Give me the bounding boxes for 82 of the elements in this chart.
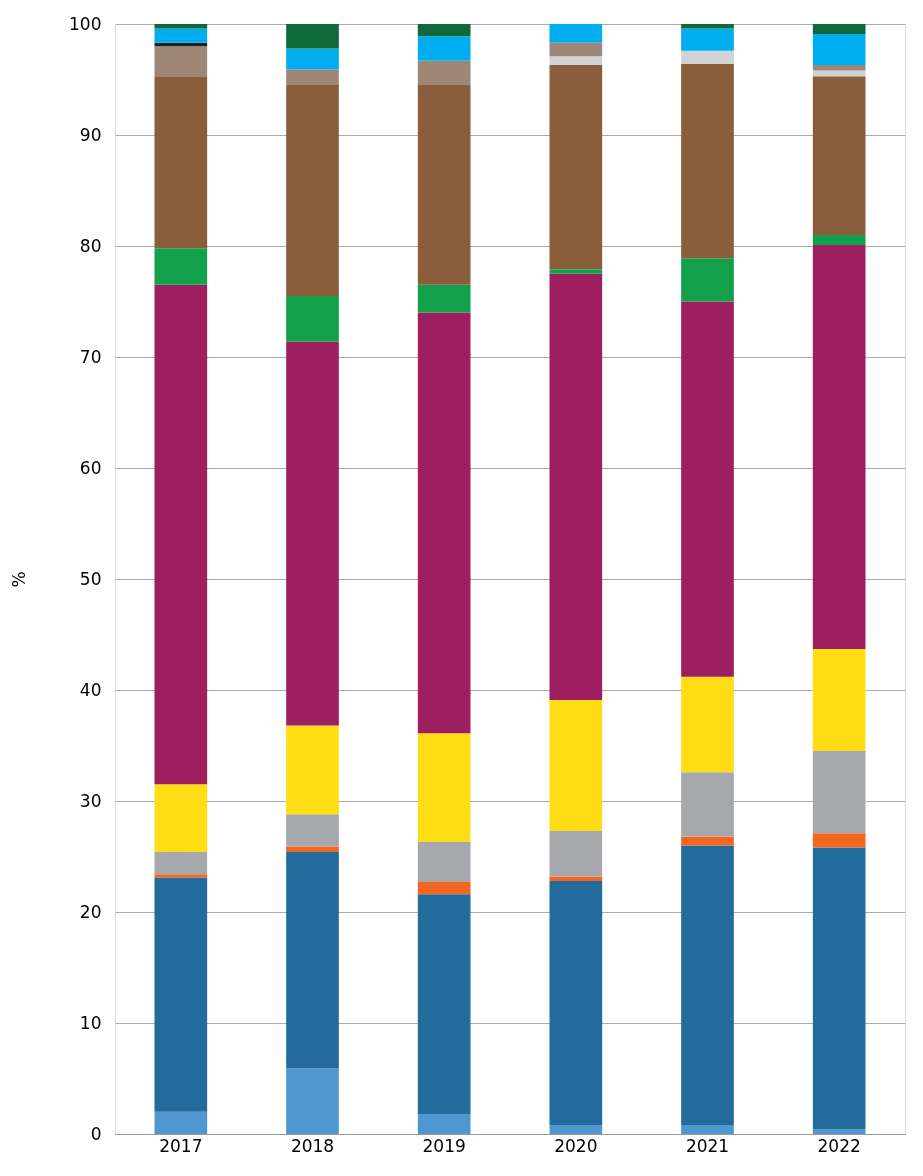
x-tick-label: 2018 bbox=[290, 1135, 335, 1156]
x-tick-label: 2017 bbox=[159, 1135, 203, 1156]
bar bbox=[286, 341, 339, 726]
bar bbox=[154, 248, 208, 285]
bar bbox=[154, 784, 208, 853]
bar bbox=[812, 833, 866, 848]
bar bbox=[286, 295, 339, 342]
bar bbox=[549, 269, 603, 274]
bar bbox=[286, 846, 339, 853]
x-tick-label: 2019 bbox=[422, 1135, 466, 1156]
y-axis-title: % bbox=[9, 571, 30, 588]
bar bbox=[154, 1111, 208, 1134]
bar bbox=[549, 56, 603, 66]
bar bbox=[681, 258, 734, 302]
bar bbox=[549, 830, 603, 877]
bar bbox=[154, 46, 208, 77]
bar bbox=[681, 836, 734, 846]
bar bbox=[812, 234, 866, 245]
bar bbox=[549, 1125, 603, 1134]
bar bbox=[549, 65, 603, 270]
bar bbox=[812, 648, 866, 752]
y-tick-label: 20 bbox=[79, 901, 102, 922]
bar bbox=[681, 28, 734, 51]
bar bbox=[549, 880, 603, 1126]
bar bbox=[417, 24, 471, 37]
bar bbox=[681, 676, 734, 773]
bar bbox=[417, 312, 471, 734]
bar bbox=[154, 28, 208, 43]
bar bbox=[549, 24, 603, 43]
bar bbox=[681, 1125, 734, 1134]
bar bbox=[417, 36, 471, 61]
bar bbox=[286, 725, 339, 815]
bar bbox=[812, 33, 866, 66]
bar bbox=[286, 48, 339, 70]
bar bbox=[681, 845, 734, 1126]
bar bbox=[286, 85, 339, 296]
bar bbox=[549, 273, 603, 700]
bar bbox=[417, 85, 471, 285]
bar bbox=[154, 284, 208, 785]
bar bbox=[681, 50, 734, 64]
bar bbox=[417, 1114, 471, 1134]
y-tick-label: 70 bbox=[79, 346, 102, 367]
y-tick-label: 50 bbox=[79, 568, 102, 589]
bar bbox=[417, 60, 471, 86]
bar bbox=[154, 877, 208, 1112]
x-tick-label: 2022 bbox=[817, 1135, 861, 1156]
bar bbox=[154, 852, 208, 875]
bar bbox=[812, 24, 866, 34]
bar bbox=[549, 699, 603, 831]
y-tick-label: 60 bbox=[79, 457, 102, 478]
bar bbox=[286, 24, 339, 49]
bar bbox=[417, 894, 471, 1115]
y-tick-label: 80 bbox=[79, 235, 102, 256]
bar bbox=[417, 842, 471, 883]
bar bbox=[286, 852, 339, 1069]
bar bbox=[286, 1068, 339, 1134]
bar bbox=[154, 874, 208, 878]
bar bbox=[812, 76, 866, 235]
bar bbox=[549, 876, 603, 881]
y-tick-label: 10 bbox=[79, 1012, 102, 1033]
bar bbox=[417, 284, 471, 313]
bar bbox=[812, 70, 866, 77]
bar bbox=[286, 69, 339, 86]
bar bbox=[812, 1129, 866, 1134]
bar bbox=[154, 76, 208, 249]
y-tick-label: 100 bbox=[69, 13, 102, 34]
bar bbox=[286, 814, 339, 847]
bar bbox=[417, 882, 471, 895]
bar bbox=[812, 65, 866, 71]
bar bbox=[812, 244, 866, 649]
bar bbox=[681, 63, 734, 259]
y-tick-label: 90 bbox=[79, 124, 102, 145]
bar bbox=[417, 733, 471, 843]
bar bbox=[681, 301, 734, 677]
bar bbox=[681, 24, 734, 29]
y-tick-label: 40 bbox=[79, 679, 102, 700]
bar bbox=[549, 42, 603, 57]
y-tick-label: 30 bbox=[79, 790, 102, 811]
y-tick-label: 0 bbox=[90, 1123, 102, 1144]
bar bbox=[812, 847, 866, 1130]
x-tick-label: 2020 bbox=[554, 1135, 598, 1156]
x-tick-label: 2021 bbox=[685, 1135, 730, 1156]
